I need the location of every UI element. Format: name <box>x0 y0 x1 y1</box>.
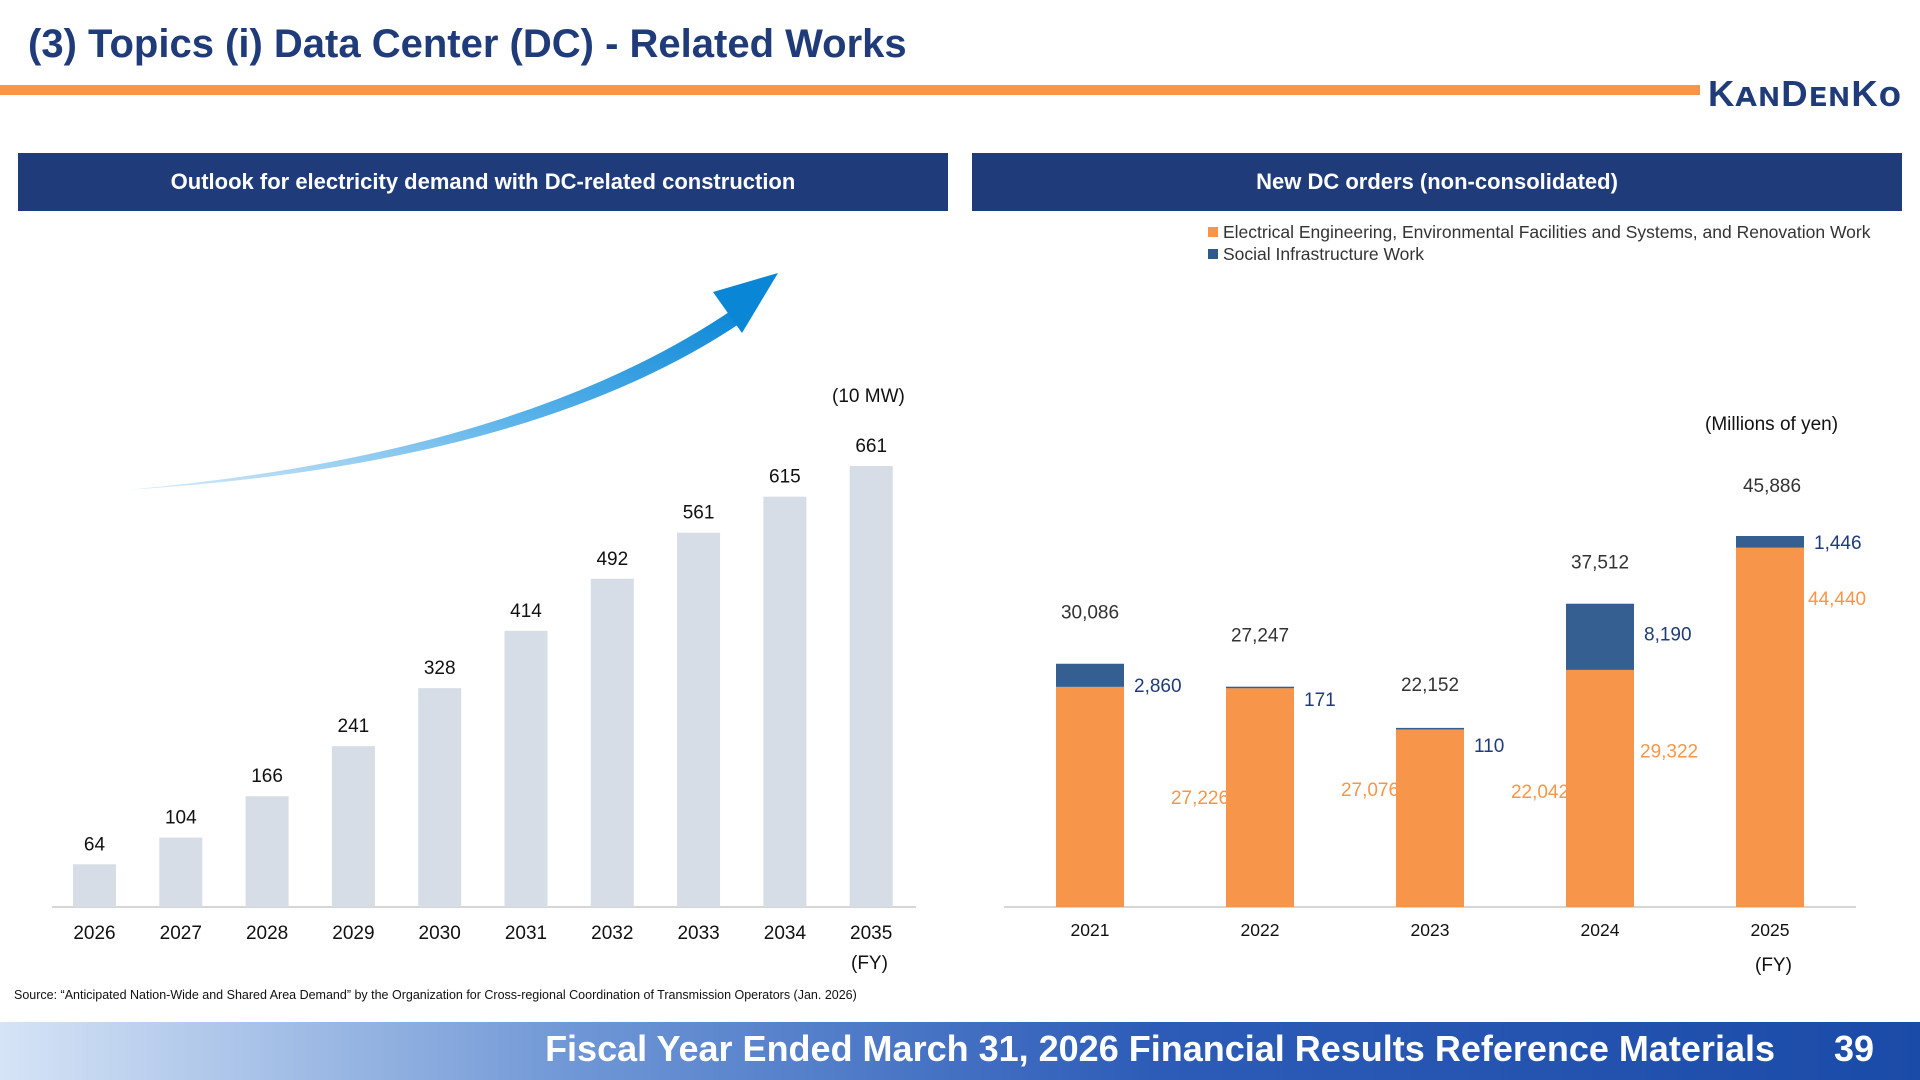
orders-electrical-label: 29,322 <box>1640 742 1698 763</box>
demand-bar <box>418 688 462 907</box>
left-panel-header: Outlook for electricity demand with DC-r… <box>18 153 948 211</box>
orders-bar-electrical <box>1736 547 1804 907</box>
orders-x-tick: 2022 <box>1241 920 1280 940</box>
demand-bar-chart: 64 2026 104 2027 166 2028 241 2029 328 2030 414 203… <box>52 436 916 944</box>
footer-bar <box>0 1022 1920 1080</box>
orders-x-tick: 2025 <box>1751 920 1790 940</box>
footer-title: Fiscal Year Ended March 31, 2026 Financi… <box>545 1028 1775 1069</box>
demand-value-label: 661 <box>855 436 887 457</box>
demand-x-tick: 2035 <box>850 923 892 944</box>
demand-value-label: 328 <box>424 658 456 679</box>
demand-x-tick: 2034 <box>764 923 807 944</box>
legend-swatch-orange <box>1208 227 1218 237</box>
orders-total-label: 22,152 <box>1401 675 1459 696</box>
demand-value-label: 64 <box>84 834 106 855</box>
demand-bar <box>763 496 807 907</box>
svg-text:KᴀɴDᴇɴKᴏ: KᴀɴDᴇɴKᴏ <box>1708 73 1902 112</box>
right-unit-label: (Millions of yen) <box>1705 414 1839 435</box>
legend-swatch-blue <box>1208 249 1218 259</box>
orders-bar-electrical <box>1226 688 1294 907</box>
orders-total-label: 45,886 <box>1743 476 1801 497</box>
legend-label-electrical: Electrical Engineering, Environmental Fa… <box>1223 221 1871 242</box>
orders-bar-electrical <box>1396 728 1464 907</box>
orders-total-label: 37,512 <box>1571 553 1629 574</box>
demand-x-tick: 2031 <box>505 923 547 944</box>
page-number: 39 <box>1834 1028 1875 1069</box>
demand-x-tick: 2033 <box>677 923 719 944</box>
chart-legend: Electrical Engineering, Environmental Fa… <box>1208 221 1870 265</box>
orders-electrical-label: 22,042 <box>1511 782 1569 803</box>
demand-bar <box>331 746 375 907</box>
orders-bar-social <box>1226 686 1294 689</box>
orders-bar-social <box>1396 727 1464 730</box>
orders-electrical-label: 44,440 <box>1808 589 1866 610</box>
right-panel-header: New DC orders (non-consolidated) <box>972 153 1902 211</box>
legend-item-electrical: Electrical Engineering, Environmental Fa… <box>1208 221 1870 243</box>
demand-x-tick: 2027 <box>160 923 202 944</box>
demand-value-label: 561 <box>683 503 715 524</box>
orders-social-label: 110 <box>1474 736 1504 757</box>
kandenko-logo: KᴀɴDᴇɴKᴏ <box>1708 73 1902 112</box>
demand-bar <box>677 532 721 907</box>
demand-value-label: 615 <box>769 467 801 488</box>
orders-electrical-label: 27,076 <box>1341 780 1399 801</box>
orders-bar-social <box>1056 663 1124 687</box>
orders-bar-social <box>1566 603 1634 670</box>
demand-x-tick: 2028 <box>246 923 288 944</box>
orders-x-tick: 2024 <box>1581 920 1620 940</box>
orders-x-tick: 2021 <box>1071 920 1110 940</box>
demand-x-tick: 2030 <box>419 923 461 944</box>
charts-canvas: 64 2026 104 2027 166 2028 241 2029 328 2030 414 203… <box>52 273 1866 944</box>
title-divider <box>0 85 1700 95</box>
legend-label-social: Social Infrastructure Work <box>1223 243 1424 264</box>
demand-bar <box>849 466 893 907</box>
right-fy-label: (FY) <box>1755 955 1792 976</box>
orders-bar-electrical <box>1566 669 1634 907</box>
page-title: (3) Topics (i) Data Center (DC) - Relate… <box>28 22 907 66</box>
demand-bar <box>245 796 289 907</box>
orders-social-label: 2,860 <box>1134 676 1182 697</box>
legend-item-social: Social Infrastructure Work <box>1208 243 1870 265</box>
demand-x-tick: 2026 <box>73 923 115 944</box>
orders-total-label: 30,086 <box>1061 603 1119 624</box>
orders-social-label: 1,446 <box>1814 533 1862 554</box>
orders-social-label: 171 <box>1304 690 1336 711</box>
left-fy-label: (FY) <box>851 953 888 974</box>
demand-bar <box>159 837 203 907</box>
demand-value-label: 414 <box>510 601 542 622</box>
left-unit-label: (10 MW) <box>832 386 905 407</box>
orders-electrical-label: 27,226 <box>1171 788 1229 809</box>
orders-bar-social <box>1736 536 1804 548</box>
demand-bar <box>590 578 634 907</box>
demand-bar <box>504 630 548 907</box>
source-note: Source: “Anticipated Nation-Wide and Sha… <box>14 988 857 1002</box>
demand-x-tick: 2029 <box>332 923 374 944</box>
demand-value-label: 166 <box>251 766 283 787</box>
trend-arrow <box>125 273 778 490</box>
demand-value-label: 241 <box>338 716 370 737</box>
demand-x-tick: 2032 <box>591 923 633 944</box>
orders-x-tick: 2023 <box>1411 920 1450 940</box>
demand-value-label: 104 <box>165 808 197 829</box>
orders-total-label: 27,247 <box>1231 626 1289 647</box>
dc-orders-stacked-chart: 27,226 2,860 30,086 2021 27,076 171 27,247 2022… <box>1004 476 1866 940</box>
demand-value-label: 492 <box>596 549 628 570</box>
orders-bar-electrical <box>1056 686 1124 907</box>
orders-social-label: 8,190 <box>1644 625 1692 646</box>
demand-bar <box>73 864 116 907</box>
